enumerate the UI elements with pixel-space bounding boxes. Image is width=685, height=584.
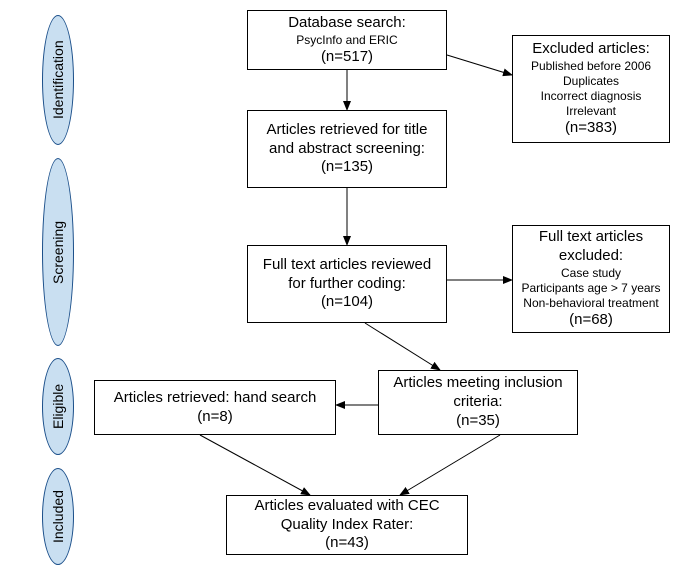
phase-eligible: Eligible — [42, 358, 74, 455]
node-title: Excluded articles: — [532, 40, 650, 59]
phase-label-text: Included — [50, 490, 66, 543]
node-title-abstract-screening: Articles retrieved for title and abstrac… — [247, 110, 447, 188]
node-fulltext-reviewed: Full text articles reviewed for further … — [247, 245, 447, 323]
node-title: Articles meeting inclusion criteria: — [385, 374, 571, 412]
node-title: Articles evaluated with CEC Quality Inde… — [233, 497, 461, 535]
flow-arrow — [200, 435, 310, 495]
node-detail: Published before 2006 — [531, 59, 651, 74]
node-fulltext-excluded: Full text articles excluded: Case study … — [512, 225, 670, 333]
node-hand-search: Articles retrieved: hand search (n=8) — [94, 380, 336, 435]
flow-arrow — [447, 55, 512, 75]
node-detail: Non-behavioral treatment — [523, 296, 658, 311]
phase-label-text: Eligible — [50, 384, 66, 429]
flow-arrow — [365, 323, 440, 370]
phase-included: Included — [42, 468, 74, 565]
node-title: Articles retrieved: hand search — [114, 389, 317, 408]
node-count: (n=104) — [321, 293, 373, 312]
node-excluded-articles: Excluded articles: Published before 2006… — [512, 35, 670, 143]
node-cec-quality-rater: Articles evaluated with CEC Quality Inde… — [226, 495, 468, 555]
phase-label-text: Identification — [50, 41, 66, 120]
node-title: Full text articles excluded: — [519, 228, 663, 266]
phase-identification: Identification — [42, 15, 74, 145]
node-count: (n=135) — [321, 158, 373, 177]
node-detail: Irrelevant — [566, 104, 616, 119]
node-count: (n=43) — [325, 534, 369, 553]
flow-arrow — [400, 435, 500, 495]
node-title: Full text articles reviewed for further … — [254, 256, 440, 294]
node-count: (n=68) — [569, 311, 613, 330]
node-detail: Duplicates — [563, 74, 619, 89]
node-inclusion-criteria: Articles meeting inclusion criteria: (n=… — [378, 370, 578, 435]
node-title: Database search: — [288, 14, 406, 33]
node-title: Articles retrieved for title and abstrac… — [254, 121, 440, 159]
node-count: (n=517) — [321, 48, 373, 67]
phase-label-text: Screening — [50, 220, 66, 283]
node-count: (n=383) — [565, 119, 617, 138]
node-detail: Incorrect diagnosis — [541, 89, 642, 104]
node-detail: Case study — [561, 266, 621, 281]
node-detail: PsycInfo and ERIC — [296, 33, 397, 48]
node-count: (n=8) — [197, 408, 232, 427]
node-count: (n=35) — [456, 412, 500, 431]
node-database-search: Database search: PsycInfo and ERIC (n=51… — [247, 10, 447, 70]
phase-screening: Screening — [42, 158, 74, 346]
node-detail: Participants age > 7 years — [521, 281, 660, 296]
